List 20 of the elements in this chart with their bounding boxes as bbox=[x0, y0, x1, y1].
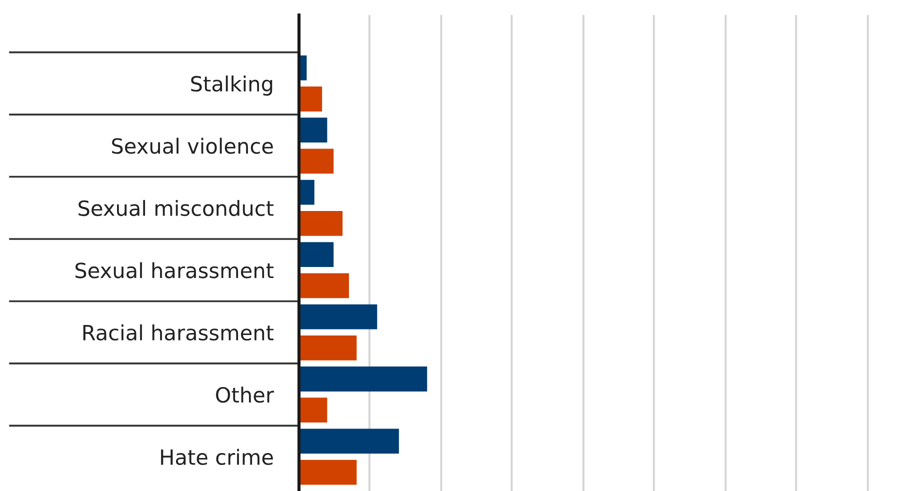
y-tick-label: Stalking bbox=[191, 76, 272, 96]
y-tick-label: Sexual misconduct bbox=[78, 200, 274, 216]
bar bbox=[299, 148, 334, 174]
bar bbox=[299, 304, 378, 330]
y-tick-label: Other bbox=[216, 386, 274, 403]
y-tick-label: Sexual violence bbox=[112, 138, 273, 154]
bar bbox=[299, 118, 328, 143]
bar bbox=[299, 273, 349, 298]
bar bbox=[299, 86, 322, 112]
bar bbox=[299, 428, 399, 454]
bar bbox=[299, 211, 343, 236]
bar bbox=[299, 180, 314, 205]
y-tick-label: Hate crime bbox=[161, 448, 273, 465]
y-tick-label: Sexual harassment bbox=[75, 262, 274, 278]
bar bbox=[299, 242, 334, 267]
bar bbox=[299, 398, 328, 423]
bar bbox=[299, 366, 428, 392]
y-tick-label: Racial harassment bbox=[83, 324, 274, 341]
bar bbox=[299, 335, 357, 360]
bar bbox=[299, 460, 357, 485]
